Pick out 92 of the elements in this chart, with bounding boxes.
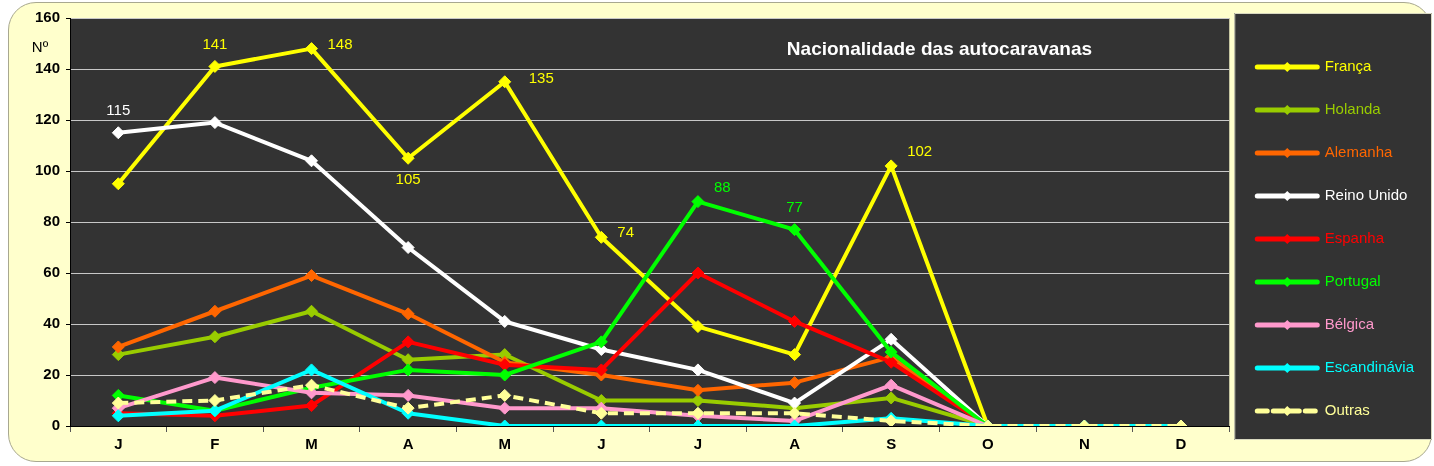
- x-tick-label: O: [981, 435, 994, 453]
- point: [691, 320, 705, 334]
- point: [498, 75, 512, 89]
- x-tick-label: A: [789, 435, 801, 453]
- point: [691, 195, 705, 209]
- point: [401, 307, 415, 321]
- point: [788, 348, 802, 362]
- y-tick-label: 80: [43, 212, 60, 230]
- data-label: 102: [907, 142, 933, 160]
- y-tick-label: 40: [43, 314, 60, 332]
- data-label: 148: [327, 34, 353, 52]
- point: [401, 353, 415, 367]
- x-tick-label: A: [402, 435, 414, 453]
- point: [884, 355, 898, 369]
- y-axis-title: Nº: [31, 38, 49, 56]
- y-tick-label: 140: [34, 59, 60, 77]
- point: [788, 376, 802, 390]
- point: [111, 177, 125, 191]
- point: [498, 388, 512, 402]
- data-label: 105: [395, 170, 421, 188]
- y-tick-label: 160: [34, 8, 60, 26]
- point: [884, 391, 898, 405]
- point: [305, 154, 319, 168]
- x-tick-label: S: [886, 435, 897, 453]
- legend-label: Portugal: [1324, 272, 1381, 290]
- point: [788, 396, 802, 410]
- point: [401, 335, 415, 349]
- point: [788, 406, 802, 420]
- point: [401, 401, 415, 415]
- legend-label: França: [1324, 57, 1373, 75]
- point: [111, 126, 125, 140]
- legend-label: Bélgica: [1324, 315, 1375, 333]
- data-label: 77: [786, 197, 803, 215]
- point: [208, 304, 222, 318]
- point: [691, 383, 705, 397]
- point: [208, 59, 222, 73]
- point: [594, 230, 608, 244]
- point: [884, 345, 898, 359]
- point: [788, 223, 802, 237]
- y-tick-label: 100: [34, 161, 60, 179]
- point: [788, 314, 802, 328]
- point: [111, 340, 125, 354]
- point: [305, 363, 319, 377]
- point: [208, 116, 222, 130]
- point: [691, 394, 705, 407]
- point: [305, 304, 319, 318]
- x-tick-label: F: [210, 435, 220, 453]
- data-label: 74: [617, 223, 635, 241]
- point: [401, 151, 415, 165]
- point: [208, 394, 222, 407]
- data-label: 141: [202, 34, 228, 52]
- x-tick-label: J: [597, 435, 606, 453]
- x-tick-label: N: [1078, 435, 1090, 453]
- legend-label: Holanda: [1324, 100, 1382, 118]
- point: [498, 314, 512, 328]
- point: [884, 378, 898, 392]
- point: [691, 363, 705, 377]
- point: [305, 399, 319, 413]
- point: [498, 368, 512, 382]
- point: [208, 371, 222, 385]
- point: [401, 388, 415, 402]
- legend-label: Reino Unido: [1324, 186, 1408, 204]
- legend-label: Espanha: [1324, 229, 1385, 247]
- legend-label: Alemanha: [1324, 143, 1393, 161]
- data-label: 115: [106, 100, 131, 118]
- point: [111, 396, 125, 410]
- point: [498, 401, 512, 415]
- point: [594, 363, 608, 377]
- point: [884, 332, 898, 346]
- point: [884, 159, 898, 173]
- legend-label: Escandinávia: [1324, 358, 1415, 376]
- y-tick-label: 0: [51, 416, 60, 434]
- y-tick-label: 60: [43, 263, 60, 281]
- legend-label: Outras: [1324, 401, 1370, 419]
- point: [208, 330, 222, 344]
- x-tick-label: J: [114, 435, 123, 453]
- y-tick-label: 20: [43, 365, 60, 383]
- x-tick-label: M: [498, 435, 511, 453]
- y-tick-label: 120: [34, 110, 60, 128]
- data-label: 135: [528, 68, 554, 86]
- point: [401, 241, 415, 254]
- point: [594, 406, 608, 420]
- point: [691, 266, 705, 280]
- data-label: 88: [713, 177, 731, 195]
- x-tick-label: M: [305, 435, 318, 453]
- point: [401, 363, 415, 377]
- point: [305, 269, 319, 283]
- x-tick-label: J: [693, 435, 703, 453]
- x-tick-label: D: [1175, 435, 1187, 453]
- point: [305, 42, 319, 56]
- point: [594, 335, 608, 349]
- text: Nacionalidade das autocaravanas: [786, 38, 1093, 60]
